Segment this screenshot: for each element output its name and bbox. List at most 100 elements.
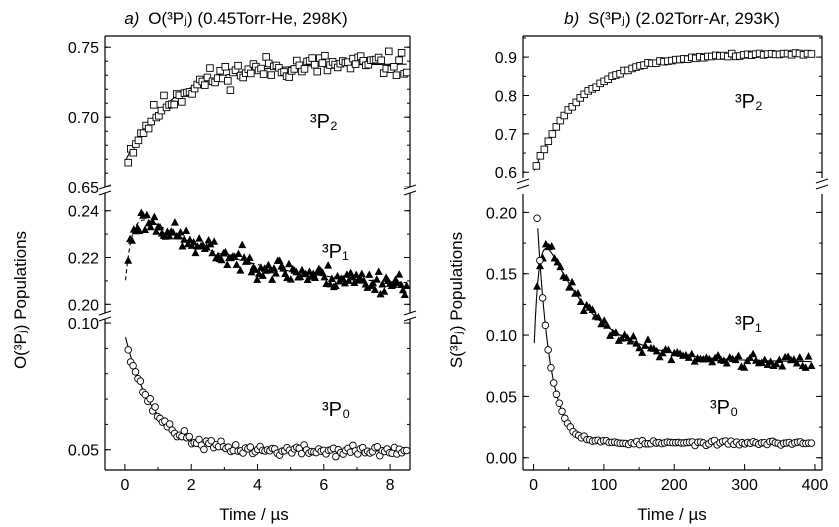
axis-break-mark [98,316,112,322]
data-point-triangle [286,275,295,283]
panel-a-series-label-1: ³P₁ [322,241,349,263]
data-point-square [160,91,168,100]
axis-break-gap [517,181,529,187]
panel-a-y-tick-label: 0.75 [68,40,99,57]
data-point-triangle [655,352,664,361]
data-point-circle [165,420,174,428]
data-point-triangle [324,261,333,269]
panel-b-series-label-0: ³P₂ [735,91,763,113]
data-point-circle [402,446,411,455]
data-point-triangle [603,321,612,329]
data-point-triangle [155,222,164,231]
data-point-triangle [400,290,409,298]
panel-a-subpanel-1: 0.20 0.22 0.24 ³P₁ [68,192,411,316]
data-point-square [321,51,329,60]
panel-b-y-tick-label: 0.8 [495,88,517,105]
panel-b-y-tick-label: 0.10 [486,328,517,345]
data-point-square [201,81,209,89]
data-point-triangle [643,335,652,343]
data-point-triangle [772,359,781,368]
data-point-square [548,130,557,138]
data-point-triangle [268,275,277,283]
panel-a-letter: a) [124,9,139,28]
data-point-circle [180,427,189,435]
data-point-triangle [731,355,740,364]
data-point-square [259,70,268,78]
axis-break-mark [403,184,417,190]
data-point-triangle [253,275,262,283]
panel-b-fit-curve-2 [537,228,812,444]
panel-b-series-label-1: ³P₁ [735,313,762,335]
data-point-triangle [178,241,187,250]
data-point-square [206,64,214,72]
data-point-triangle [533,282,542,290]
panel-a-x-axis-label: Time / µs [219,505,289,524]
data-point-triangle [687,349,696,358]
panel-b-letter: b) [564,9,579,28]
data-point-triangle [146,222,155,231]
data-point-circle [538,294,547,302]
panel-a-fit-curve-0 [125,63,407,161]
axis-break-mark [98,190,112,196]
panel-b-series-label-2: ³P₀ [710,397,738,419]
panel-b-y-axis-label: S(³Pⱼ) Populations [447,232,466,368]
data-point-triangle [210,237,219,245]
data-point-square [285,73,293,81]
panel-b-title-text: S(³Pⱼ) (2.02Torr-Ar, 293K) [588,9,780,28]
panel-a-fit-curve-2 [125,337,407,452]
data-point-triangle [189,237,198,246]
data-point-square [170,100,178,109]
data-point-square [556,116,565,125]
data-point-triangle [279,264,288,272]
data-point-triangle [245,253,254,261]
data-point-triangle [169,228,178,236]
data-point-triangle [275,256,284,264]
axis-break-gap [99,313,111,319]
data-point-triangle [234,249,243,257]
data-point-square [313,67,322,76]
data-point-triangle [142,210,151,219]
data-point-triangle [202,242,211,251]
data-point-triangle [271,269,280,277]
data-point-triangle [357,269,366,278]
axis-break-gap [404,187,416,193]
data-point-square [247,69,255,78]
data-point-triangle [195,234,204,242]
panel-a-x-tick-label: 8 [386,477,395,494]
data-point-triangle [635,343,644,352]
data-point-triangle [223,260,232,269]
data-point-square [544,137,553,146]
panel-b-subpanel-1: 0.00 0.05 0.10 0.15 0.20 ³P₁ [486,194,823,470]
data-point-circle [141,390,150,399]
data-point-triangle [170,218,179,226]
data-point-triangle [352,270,361,279]
panel-a-y-tick-label: 0.05 [68,443,99,460]
data-point-triangle [327,274,336,283]
panel-b-fit-curve-1 [533,247,812,363]
data-point-square [560,111,569,120]
data-point-triangle [150,212,159,221]
panel-a-x-tick-label: 6 [319,477,328,494]
data-point-square [139,129,148,137]
data-point-square [351,60,360,68]
data-point-triangle [760,355,769,364]
data-point-triangle [579,306,588,315]
panel-b-subpanel-0: 0.6 0.7 0.8 0.9 ³P₂ [495,36,823,182]
panel-a-y-axis-label: O(³Pⱼ) Populations [11,231,30,369]
data-point-square [234,61,242,70]
data-point-triangle [402,281,411,290]
panel-b-x-tick-label: 400 [802,477,829,494]
panel-a-y-tick-label: 0.65 [68,180,99,197]
panel-a-subpanel-2: 0.05 0.10 ³P₀ [68,316,411,470]
data-point-circle [207,437,216,445]
data-point-triangle [127,236,136,244]
panel-b-x-tick-label: 300 [731,477,758,494]
data-point-triangle [148,217,157,225]
data-point-triangle [775,355,784,364]
panel-a-x-tick-label: 4 [253,477,262,494]
data-point-triangle [206,239,215,248]
data-point-square [402,68,411,77]
data-point-circle [533,214,541,222]
data-point-triangle [296,272,305,281]
